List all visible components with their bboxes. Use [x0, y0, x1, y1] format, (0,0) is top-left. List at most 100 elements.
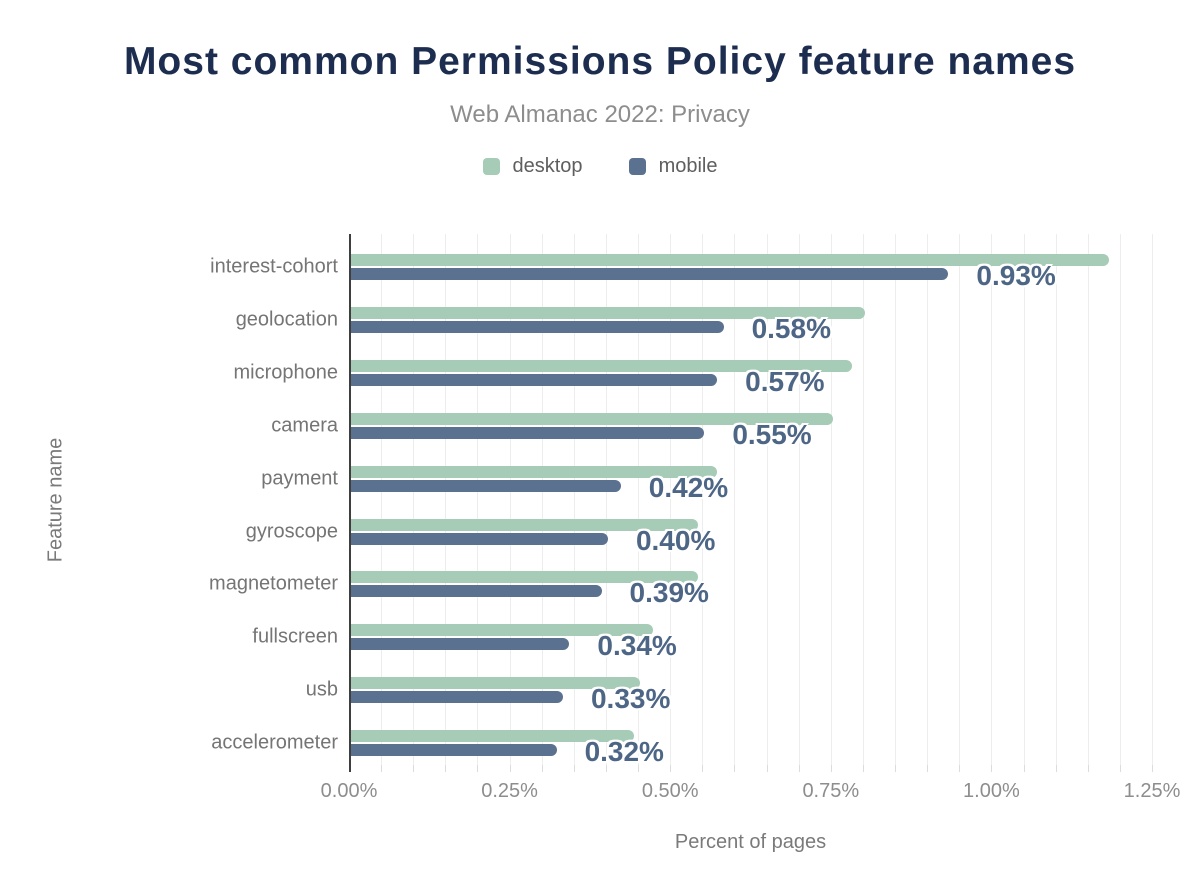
gridline — [573, 234, 575, 765]
category-label: accelerometer — [211, 731, 338, 754]
value-label: 0.55% — [732, 418, 812, 450]
gridline — [1023, 234, 1025, 765]
mobile-bar[interactable] — [351, 691, 563, 704]
tick-mark — [702, 765, 704, 772]
gridline — [638, 234, 640, 765]
gridline — [927, 234, 929, 765]
category-label: magnetometer — [209, 572, 338, 595]
value-label: 0.33% — [590, 683, 671, 715]
tick-mark — [862, 765, 864, 772]
desktop-bar[interactable] — [351, 624, 653, 637]
category-label: camera — [271, 414, 338, 437]
mobile-bar[interactable] — [351, 744, 557, 757]
tick-mark — [927, 765, 929, 772]
gridline — [1119, 234, 1121, 765]
mobile-bar[interactable] — [351, 638, 570, 651]
gridline — [959, 234, 961, 765]
tick-mark — [1023, 765, 1025, 772]
desktop-bar[interactable] — [351, 518, 698, 531]
gridline — [381, 234, 383, 765]
value-label: 0.93% — [976, 260, 1056, 291]
y-axis-line — [349, 234, 351, 772]
mobile-bar[interactable] — [351, 373, 718, 386]
x-tick-label: 0.75% — [802, 780, 860, 802]
mobile-bar[interactable] — [351, 479, 621, 492]
tick-mark — [734, 765, 736, 772]
tick-mark — [445, 765, 447, 772]
gridline — [734, 234, 736, 765]
desktop-bar[interactable] — [351, 571, 698, 584]
tick-mark — [830, 765, 832, 772]
mobile-swatch-icon — [628, 158, 646, 175]
desktop-swatch-icon — [482, 158, 500, 175]
gridline — [413, 234, 415, 765]
category-label: payment — [261, 467, 338, 490]
desktop-bar[interactable] — [351, 254, 1110, 266]
x-tick-label: 0.25% — [481, 780, 538, 802]
desktop-bar[interactable] — [351, 412, 833, 425]
desktop-bar[interactable] — [351, 465, 718, 478]
gridline — [477, 234, 479, 765]
value-label: 0.58% — [751, 312, 831, 344]
tick-mark — [895, 765, 897, 772]
legend-label-desktop: desktop — [512, 155, 583, 177]
plot-area: Percent of pages 0.00% 0.25% 0.50% 0.75% 1.0… — [209, 234, 1180, 853]
gridline — [605, 234, 607, 765]
legend-item-desktop[interactable]: desktop — [482, 155, 583, 178]
category-label: usb — [305, 678, 338, 701]
tick-mark — [413, 765, 415, 772]
tick-mark — [1152, 765, 1153, 772]
mobile-bar[interactable] — [351, 532, 608, 545]
gridline — [541, 234, 543, 765]
desktop-bar[interactable] — [351, 677, 641, 690]
category-label: geolocation — [235, 308, 338, 331]
legend: desktop mobile — [0, 155, 1200, 178]
x-tick-label: 1.00% — [963, 780, 1020, 802]
tick-mark — [381, 765, 383, 772]
legend-item-mobile[interactable]: mobile — [628, 155, 718, 178]
mobile-bar[interactable] — [351, 320, 724, 333]
gridline — [1055, 234, 1057, 765]
gridline — [1152, 234, 1153, 765]
value-label: 0.32% — [584, 736, 664, 768]
gridline — [670, 234, 672, 765]
gridline — [702, 234, 704, 765]
x-tick-label: 0.50% — [641, 780, 699, 802]
value-label: 0.42% — [648, 471, 729, 503]
category-label: gyroscope — [245, 520, 338, 542]
gridline — [830, 234, 832, 765]
tick-mark — [670, 765, 672, 772]
x-axis-title: Percent of pages — [674, 831, 827, 853]
category-label: fullscreen — [252, 625, 338, 648]
legend-label-mobile: mobile — [658, 155, 718, 177]
tick-mark — [991, 765, 993, 772]
gridline — [445, 234, 447, 765]
x-tick-label: 0.00% — [320, 780, 378, 802]
desktop-bar[interactable] — [351, 306, 865, 319]
tick-mark — [541, 765, 543, 772]
chart-subtitle: Web Almanac 2022: Privacy — [450, 101, 750, 128]
chart-title: Most common Permissions Policy feature n… — [123, 40, 1077, 83]
mobile-bar[interactable] — [351, 268, 949, 280]
gridline — [991, 234, 993, 765]
desktop-bar[interactable] — [351, 730, 634, 743]
tick-mark — [798, 765, 800, 772]
category-label: microphone — [233, 361, 338, 384]
x-tick-label: 1.25% — [1123, 780, 1181, 802]
mobile-bar[interactable] — [351, 585, 602, 598]
gridline — [1087, 234, 1089, 765]
tick-mark — [1119, 765, 1121, 772]
tick-mark — [477, 765, 479, 772]
tick-mark — [1055, 765, 1057, 772]
tick-mark — [605, 765, 607, 772]
gridline — [862, 234, 864, 765]
tick-mark — [1087, 765, 1089, 772]
mobile-bar[interactable] — [351, 426, 705, 439]
tick-mark — [638, 765, 640, 772]
gridline — [798, 234, 800, 765]
value-label: 0.40% — [635, 524, 716, 556]
gridline — [766, 234, 768, 765]
tick-mark — [509, 765, 511, 772]
desktop-bar[interactable] — [351, 359, 853, 372]
